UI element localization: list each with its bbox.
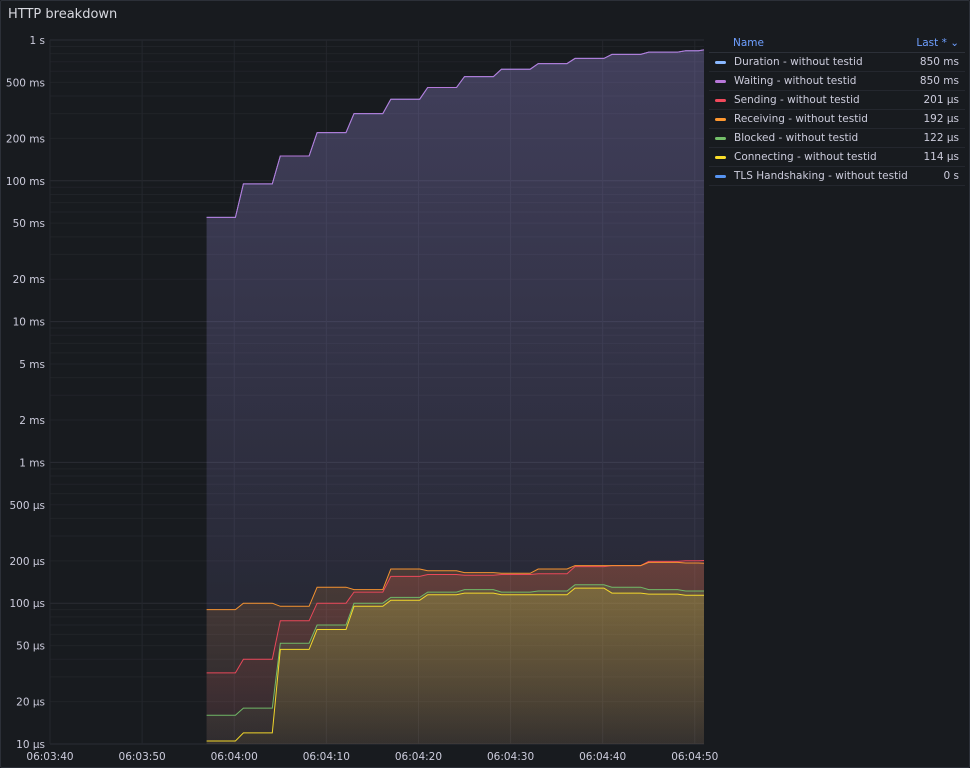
legend-last-header[interactable]: Last * ⌄: [916, 36, 959, 49]
y-tick-label: 100 µs: [9, 598, 45, 610]
x-tick-label: 06:04:50: [671, 751, 718, 763]
x-tick-label: 06:03:40: [26, 751, 73, 763]
legend-item-name: Sending - without testid: [734, 94, 860, 106]
legend-item-name: TLS Handshaking - without testid: [734, 170, 908, 182]
y-tick-label: 20 µs: [16, 697, 45, 709]
legend-swatch: [715, 174, 726, 178]
legend-item-value: 0 s: [943, 170, 960, 182]
series-line: [206, 584, 704, 716]
legend-swatch: [715, 60, 726, 64]
legend-item-name: Blocked - without testid: [734, 132, 859, 144]
legend-item[interactable]: TLS Handshaking - without testid 0 s: [709, 167, 965, 186]
legend-item-value: 850 ms: [919, 75, 959, 87]
panel-title: HTTP breakdown: [8, 7, 118, 22]
y-tick-label: 10 ms: [13, 317, 45, 329]
y-tick-label: 50 ms: [13, 218, 45, 230]
x-tick-label: 06:04:30: [487, 751, 534, 763]
x-tick-label: 06:03:50: [119, 751, 166, 763]
y-tick-label: 10 µs: [16, 739, 45, 751]
y-tick-label: 1 ms: [19, 457, 45, 469]
y-axis: 1 s 500 ms 200 ms 100 ms 50 ms 20 ms 10 ms 5 ms…: [6, 35, 45, 751]
x-tick-label: 06:04:20: [395, 751, 442, 763]
legend-item-name: Duration - without testid: [734, 56, 863, 68]
y-tick-label: 100 ms: [6, 176, 45, 188]
series-line: [206, 49, 705, 218]
legend-item[interactable]: Duration - without testid 850 ms: [709, 53, 965, 72]
x-tick-label: 06:04:00: [211, 751, 258, 763]
legend-item-name: Receiving - without testid: [734, 113, 868, 125]
series-fills: [206, 49, 704, 744]
y-tick-label: 50 µs: [16, 641, 45, 653]
y-tick-label: 5 ms: [19, 359, 45, 371]
legend-item[interactable]: Waiting - without testid 850 ms: [709, 72, 965, 91]
legend-item-name: Waiting - without testid: [734, 75, 857, 87]
y-tick-label: 1 s: [30, 35, 46, 47]
series-line: [206, 561, 705, 611]
legend-item-value: 201 µs: [923, 94, 959, 106]
series-lines: [206, 49, 705, 742]
legend-item-name: Connecting - without testid: [734, 151, 877, 163]
legend-item[interactable]: Receiving - without testid 192 µs: [709, 110, 965, 129]
x-axis: 06:03:40 06:03:50 06:04:00 06:04:10 06:04:20…: [26, 751, 718, 763]
legend-name-header[interactable]: Name: [733, 36, 764, 49]
legend: Name Last * ⌄ Duration - without testid 8…: [709, 33, 965, 186]
legend-item-value: 122 µs: [923, 132, 959, 144]
legend-swatch: [715, 98, 726, 102]
legend-swatch: [715, 117, 726, 121]
x-tick-label: 06:04:10: [303, 751, 350, 763]
y-tick-label: 2 ms: [19, 415, 45, 427]
series-area: [206, 588, 704, 744]
legend-swatch: [715, 79, 726, 83]
legend-swatch: [715, 136, 726, 140]
y-tick-label: 500 ms: [6, 77, 45, 89]
y-tick-label: 500 µs: [9, 500, 45, 512]
legend-item-value: 114 µs: [923, 151, 959, 163]
x-tick-label: 06:04:40: [579, 751, 626, 763]
legend-item-value: 850 ms: [919, 56, 959, 68]
y-tick-label: 200 µs: [9, 556, 45, 568]
series-line: [206, 587, 704, 742]
legend-swatch: [715, 155, 726, 159]
legend-header: Name Last * ⌄: [709, 33, 965, 53]
legend-item[interactable]: Sending - without testid 201 µs: [709, 91, 965, 110]
legend-item-value: 192 µs: [923, 113, 959, 125]
legend-item[interactable]: Blocked - without testid 122 µs: [709, 129, 965, 148]
y-tick-label: 20 ms: [13, 274, 45, 286]
y-tick-label: 200 ms: [6, 133, 45, 145]
legend-item[interactable]: Connecting - without testid 114 µs: [709, 148, 965, 167]
